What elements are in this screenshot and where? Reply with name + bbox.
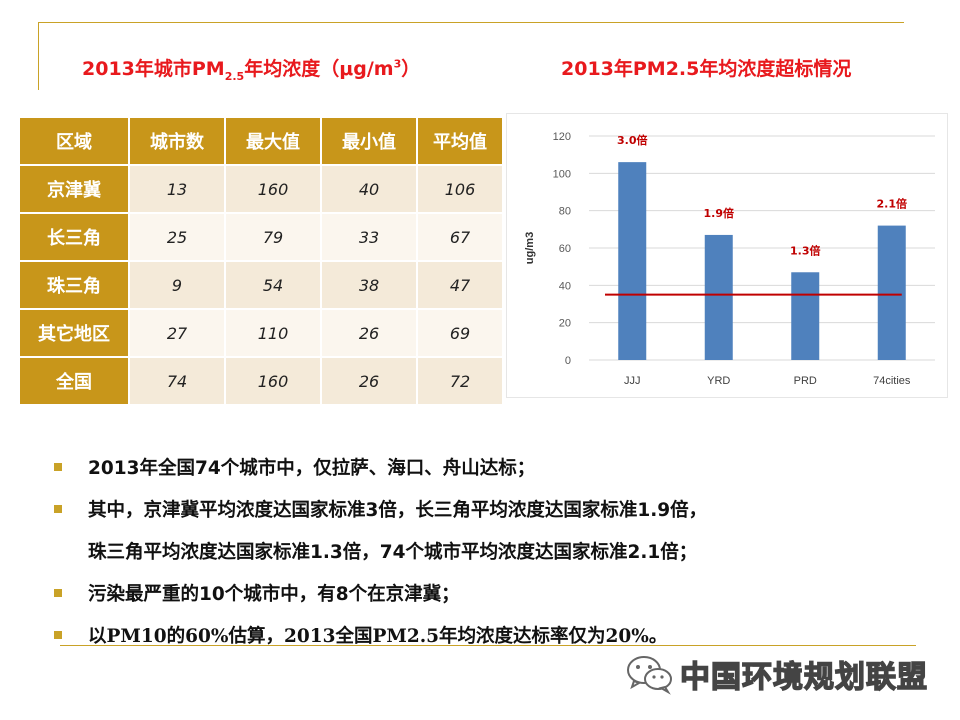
bullet-text-continued: 珠三角平均浓度达国家标准1.3倍，74个城市平均浓度达国家标准2.1倍； xyxy=(88,542,698,563)
cell-avg: 72 xyxy=(416,356,504,406)
cell-min: 26 xyxy=(320,356,418,406)
y-tick-label: 120 xyxy=(553,131,571,143)
header-min: 最小值 xyxy=(320,116,418,166)
cell-avg: 69 xyxy=(416,308,504,358)
row-region: 全国 xyxy=(18,356,130,406)
header-cities: 城市数 xyxy=(128,116,226,166)
cell-cities: 25 xyxy=(128,212,226,262)
cell-min: 33 xyxy=(320,212,418,262)
table-title: 2013年城市PM2.5年均浓度（μg/m3） xyxy=(82,57,421,83)
bullet-text: 污染最严重的10个城市中，有8个在京津冀； xyxy=(88,584,460,605)
x-tick-label: 74cities xyxy=(873,375,911,387)
cell-max: 54 xyxy=(224,260,322,310)
cell-avg: 106 xyxy=(416,164,504,214)
bullet-item: 以PM10的60%估算，2013全国PM2.5年均浓度达标率仅为20%。 xyxy=(50,616,930,658)
bar xyxy=(704,234,733,360)
bullet-item: 污染最严重的10个城市中，有8个在京津冀； xyxy=(50,574,930,616)
frame-left-line xyxy=(38,22,39,90)
y-tick-label: 80 xyxy=(559,206,571,218)
bullet-square-icon xyxy=(54,589,62,597)
x-tick-label: JJJ xyxy=(624,375,641,387)
table-row: 珠三角 9 54 38 47 xyxy=(18,260,504,310)
y-tick-label: 20 xyxy=(559,318,571,330)
row-region: 长三角 xyxy=(18,212,130,262)
bar xyxy=(618,162,647,360)
row-region: 其它地区 xyxy=(18,308,130,358)
data-label: 1.3倍 xyxy=(790,243,821,257)
bullet-item: 2013年全国74个城市中，仅拉萨、海口、舟山达标； xyxy=(50,448,930,490)
bullet-square-icon xyxy=(54,463,62,471)
y-tick-label: 60 xyxy=(559,243,571,255)
data-label: 2.1倍 xyxy=(877,197,908,211)
y-tick-label: 100 xyxy=(553,168,571,180)
cell-cities: 9 xyxy=(128,260,226,310)
header-avg: 平均值 xyxy=(416,116,504,166)
frame-top-line xyxy=(38,22,904,23)
cell-cities: 27 xyxy=(128,308,226,358)
cell-min: 38 xyxy=(320,260,418,310)
cell-max: 110 xyxy=(224,308,322,358)
cell-max: 160 xyxy=(224,164,322,214)
watermark-text: 中国环境规划联盟 xyxy=(679,659,928,695)
bar xyxy=(877,225,906,360)
x-tick-label: YRD xyxy=(707,375,730,387)
cell-max: 160 xyxy=(224,356,322,406)
y-tick-label: 40 xyxy=(559,280,571,292)
bar xyxy=(791,272,820,360)
table-row: 全国 74 160 26 72 xyxy=(18,356,504,406)
data-label: 1.9倍 xyxy=(704,206,735,220)
bullet-square-icon xyxy=(54,505,62,513)
chart-svg: 0 20 40 60 80 100 120 ug/m3 3.0倍 JJJ 1.9倍 YRD 1.3倍 PR… xyxy=(524,131,935,387)
cell-min: 40 xyxy=(320,164,418,214)
cell-cities: 13 xyxy=(128,164,226,214)
row-region: 京津冀 xyxy=(18,164,130,214)
bullet-square-icon xyxy=(54,631,62,639)
bullet-text: 2013年全国74个城市中，仅拉萨、海口、舟山达标； xyxy=(88,458,536,479)
table-row: 长三角 25 79 33 67 xyxy=(18,212,504,262)
y-axis-label: ug/m3 xyxy=(524,232,536,264)
chart-title: 2013年PM2.5年均浓度超标情况 xyxy=(561,58,852,80)
table-row: 京津冀 13 160 40 106 xyxy=(18,164,504,214)
pm25-table: 区域 城市数 最大值 最小值 平均值 京津冀 13 160 40 106 长三角… xyxy=(18,116,504,406)
table-header-row: 区域 城市数 最大值 最小值 平均值 xyxy=(18,116,504,166)
cell-avg: 67 xyxy=(416,212,504,262)
row-region: 珠三角 xyxy=(18,260,130,310)
cell-min: 26 xyxy=(320,308,418,358)
x-tick-label: PRD xyxy=(794,375,817,387)
watermark: 中国环境规划联盟 xyxy=(624,650,954,698)
data-label: 3.0倍 xyxy=(617,133,648,147)
wechat-icon xyxy=(627,656,672,695)
y-tick-label: 0 xyxy=(565,355,571,367)
cell-avg: 47 xyxy=(416,260,504,310)
cell-cities: 74 xyxy=(128,356,226,406)
bullet-list: 2013年全国74个城市中，仅拉萨、海口、舟山达标； 其中，京津冀平均浓度达国家… xyxy=(50,448,930,658)
header-region: 区域 xyxy=(18,116,130,166)
bar-chart: 0 20 40 60 80 100 120 ug/m3 3.0倍 JJJ 1.9倍 YRD 1.3倍 PR… xyxy=(506,113,948,398)
frame-bottom-line xyxy=(60,645,916,646)
header-max: 最大值 xyxy=(224,116,322,166)
bullet-text: 以PM10的60%估算，2013全国PM2.5年均浓度达标率仅为20%。 xyxy=(88,626,668,647)
table-row: 其它地区 27 110 26 69 xyxy=(18,308,504,358)
bullet-text: 其中，京津冀平均浓度达国家标准3倍，长三角平均浓度达国家标准1.9倍， xyxy=(88,500,708,521)
cell-max: 79 xyxy=(224,212,322,262)
bullet-item: 其中，京津冀平均浓度达国家标准3倍，长三角平均浓度达国家标准1.9倍， 珠三角平… xyxy=(50,490,930,574)
